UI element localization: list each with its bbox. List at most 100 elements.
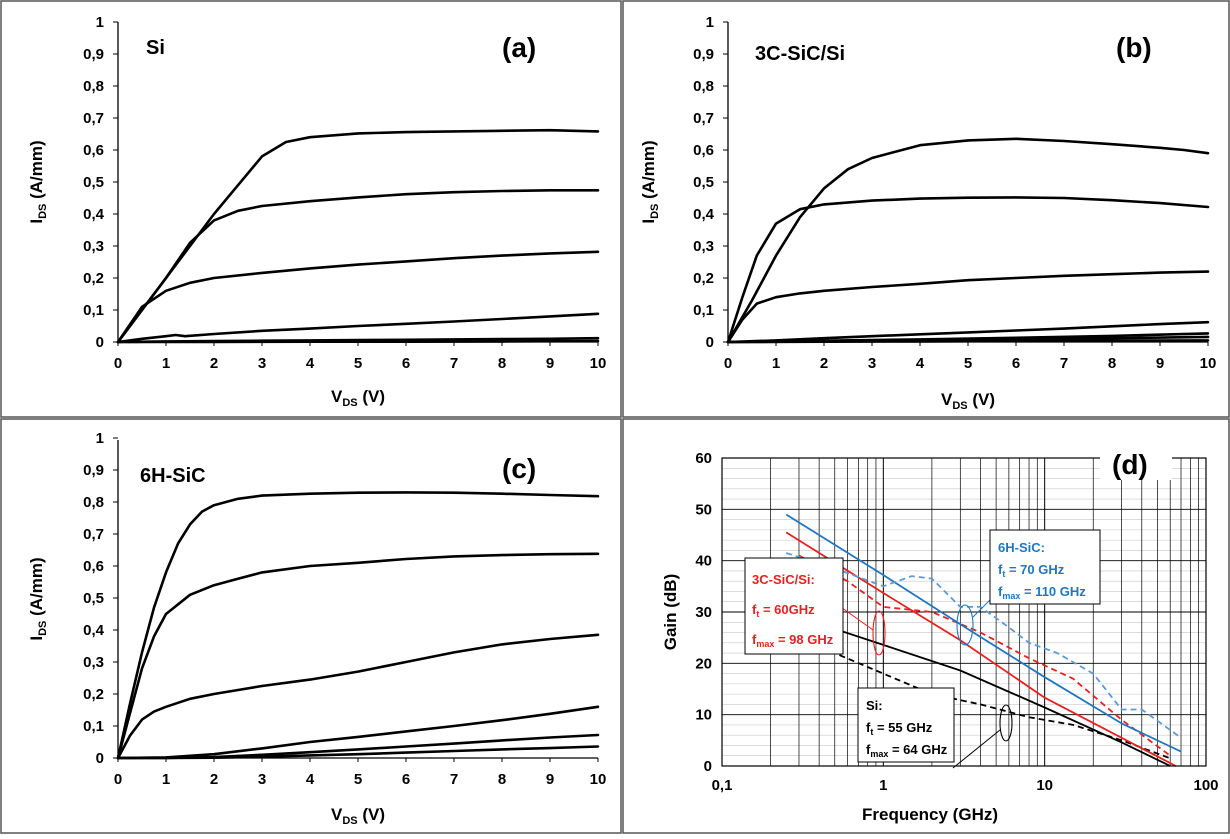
y-tick-label: 0,4 — [83, 206, 105, 223]
iv-curve-1 — [116, 491, 600, 760]
y-tick-label: 0,5 — [83, 590, 104, 607]
x-tick-label: 10 — [1036, 777, 1053, 794]
panel-b-x-axis-label: VDS (V) — [941, 390, 995, 412]
panel-a-y-tick-labels: 0 0,1 0,2 0,3 0,4 0,5 0,6 0,7 0,8 0,9 1 — [83, 14, 105, 351]
annotation-si-name: Si: — [866, 698, 883, 713]
panel-b-tick-marks — [723, 21, 1209, 346]
gain-curve-si-dashed — [785, 626, 1171, 760]
panel-a-tick-marks — [113, 21, 599, 346]
y-tick-label: 0,7 — [693, 110, 714, 127]
iv-curve-4 — [726, 320, 1210, 344]
annotation-6h-sic-fmax: fmax = 110 GHz — [998, 584, 1086, 601]
annotation-3c-sic: 3C-SiC/Si: ft = 60GHz fmax = 98 GHz — [744, 557, 844, 655]
panel-a-frame — [0, 0, 622, 418]
y-tick-label: 0,2 — [83, 270, 104, 287]
x-tick-label: 3 — [868, 355, 876, 372]
x-tick-label: 1 — [162, 771, 170, 788]
gain-curve-6h-sic-dashed — [785, 552, 1182, 739]
x-tick-label: 0 — [114, 355, 122, 372]
panel-c-label: (c) — [502, 453, 536, 484]
x-tick-label: 9 — [546, 355, 554, 372]
y-tick-label: 0,9 — [83, 462, 104, 479]
x-tick-label: 9 — [1156, 355, 1164, 372]
panel-d-frame — [622, 418, 1230, 834]
iv-curve-4 — [116, 705, 600, 760]
x-tick-label: 4 — [306, 771, 315, 788]
x-tick-label: 0 — [724, 355, 732, 372]
panel-d-y-tick-labels: 0 10 20 30 40 50 60 — [695, 450, 712, 775]
y-tick-label: 0,5 — [693, 174, 714, 191]
y-tick-label: 1 — [96, 430, 104, 447]
panel-b-curves — [726, 137, 1210, 344]
panel-d: 0,1 1 10 100 0 10 20 30 40 50 60 (d) 3C-SiC/Si: f… — [661, 440, 1219, 824]
6h-sic-ellipse-pointer — [971, 599, 991, 619]
iv-curve-4 — [116, 312, 600, 344]
x-tick-label: 0,1 — [712, 777, 733, 794]
y-tick-label: 0,3 — [83, 238, 104, 255]
x-tick-label: 8 — [498, 771, 506, 788]
gain-curve-si-solid — [798, 616, 1171, 767]
y-tick-label: 30 — [695, 604, 712, 621]
annotation-3c-sic-ft: ft = 60GHz — [752, 602, 815, 619]
panel-b-frame — [622, 0, 1230, 418]
panel-a-x-tick-labels: 0 1 2 3 4 5 6 7 8 9 10 — [114, 355, 607, 372]
iv-curve-2 — [726, 196, 1210, 344]
x-tick-label: 1 — [162, 355, 170, 372]
iv-curve-2 — [116, 189, 600, 344]
3c-sic-ellipse-marker — [872, 610, 886, 656]
x-tick-label: 3 — [258, 355, 266, 372]
x-tick-label: 4 — [916, 355, 925, 372]
panel-c-x-tick-labels: 0 1 2 3 4 5 6 7 8 9 10 — [114, 771, 607, 788]
6h-sic-ellipse-marker — [956, 604, 974, 646]
y-tick-label: 1 — [706, 14, 714, 31]
panel-d-x-tick-labels: 0,1 1 10 100 — [712, 777, 1219, 794]
x-tick-label: 5 — [354, 771, 362, 788]
gain-curve-3c-sic-si-solid — [785, 531, 1177, 767]
y-tick-label: 0,6 — [693, 142, 714, 159]
y-tick-label: 0,8 — [693, 78, 714, 95]
x-tick-label: 5 — [964, 355, 972, 372]
3c-sic-ellipse-pointer — [837, 604, 874, 631]
x-tick-label: 1 — [772, 355, 780, 372]
panel-b: 0 1 2 3 4 5 6 7 8 9 10 0 0,1 0,2 0,3 0,4 0,5 0,6 0,7 0,8 0,… — [639, 14, 1216, 412]
x-tick-label: 0 — [114, 771, 122, 788]
x-tick-label: 7 — [450, 771, 458, 788]
y-tick-label: 0,3 — [83, 654, 104, 671]
annotation-3c-sic-fmax: fmax = 98 GHz — [752, 632, 834, 649]
y-tick-label: 10 — [695, 707, 712, 724]
x-tick-label: 3 — [258, 771, 266, 788]
x-tick-label: 7 — [450, 355, 458, 372]
y-tick-label: 0,6 — [83, 558, 104, 575]
annotation-6h-sic-ft: ft = 70 GHz — [998, 562, 1065, 579]
panel-c-y-axis-label: IDS (A/mm) — [27, 557, 49, 640]
y-tick-label: 0,9 — [83, 46, 104, 63]
panel-c-curves — [116, 491, 600, 760]
iv-curve-1 — [726, 137, 1210, 344]
x-tick-label: 2 — [820, 355, 828, 372]
x-tick-label: 10 — [1200, 355, 1217, 372]
annotation-si-fmax: fmax = 64 GHz — [866, 742, 948, 759]
y-tick-label: 0,4 — [83, 622, 105, 639]
gain-curve-6h-sic-solid — [785, 513, 1182, 753]
panel-d-plot-frame — [721, 457, 1207, 767]
svg-text:(d): (d) — [1112, 449, 1148, 480]
iv-curve-3 — [116, 633, 600, 760]
y-tick-label: 0,9 — [693, 46, 714, 63]
panel-d-y-axis-label: Gain (dB) — [661, 574, 680, 651]
x-tick-label: 100 — [1193, 777, 1218, 794]
y-tick-label: 1 — [96, 14, 104, 31]
x-tick-label: 6 — [402, 771, 410, 788]
annotation-3c-sic-name: 3C-SiC/Si: — [752, 572, 815, 587]
panel-a-label: (a) — [502, 32, 536, 63]
y-tick-label: 0,5 — [83, 174, 104, 191]
x-tick-label: 6 — [402, 355, 410, 372]
y-tick-label: 0 — [706, 334, 714, 351]
panel-b-y-tick-labels: 0 0,1 0,2 0,3 0,4 0,5 0,6 0,7 0,8 0,9 1 — [693, 14, 715, 351]
y-tick-label: 0,7 — [83, 110, 104, 127]
panel-b-title: 3C-SiC/Si — [755, 43, 845, 65]
x-tick-label: 8 — [498, 355, 506, 372]
panel-c-title: 6H-SiC — [140, 465, 206, 487]
si-ellipse-marker — [999, 704, 1013, 742]
y-tick-label: 0 — [96, 334, 104, 351]
